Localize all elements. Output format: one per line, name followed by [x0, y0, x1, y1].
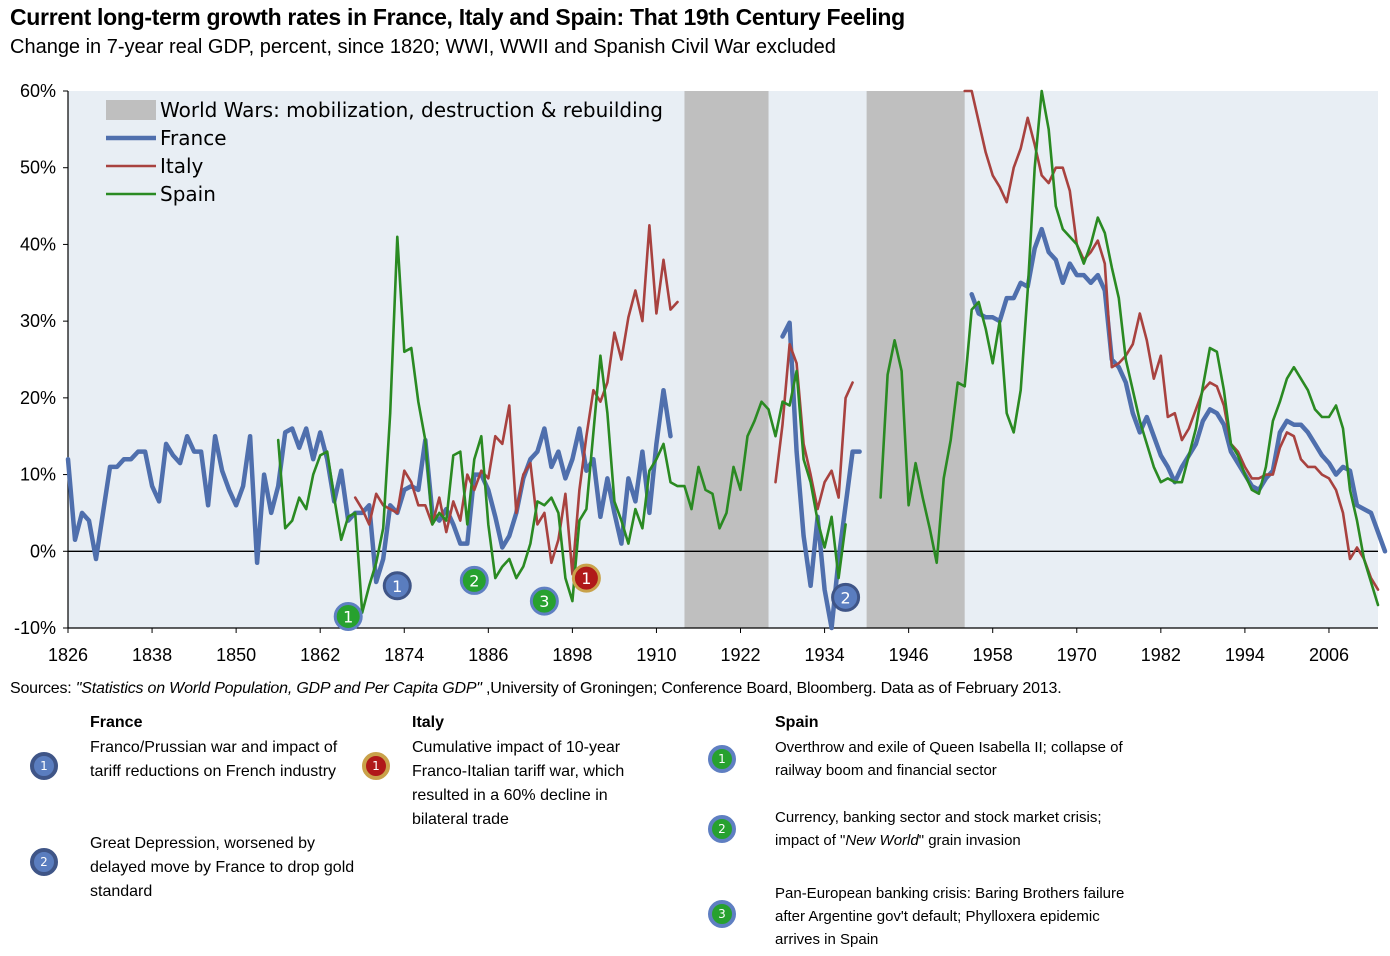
sources-rest: ,University of Groningen; Conference Boa… — [481, 680, 1062, 697]
x-tick-label: 1862 — [300, 645, 340, 665]
x-tick-label: 1838 — [132, 645, 172, 665]
y-tick-label: 50% — [20, 158, 56, 178]
spain-note-2-em: New World — [845, 832, 919, 849]
annotation-label-spain-3: 3 — [539, 592, 549, 611]
spain-note-2-pre: Currency, banking sector and stock marke… — [775, 809, 1102, 849]
legend-italy-label: Italy — [160, 154, 204, 178]
x-tick-label: 1934 — [805, 645, 845, 665]
spain-note-3-text: Pan-European banking crisis: Baring Brot… — [775, 885, 1125, 948]
y-tick-label: 10% — [20, 465, 56, 485]
legend: World Wars: mobilization, destruction & … — [106, 98, 663, 206]
y-tick-label: 20% — [20, 388, 56, 408]
series-line-spain — [276, 89, 1380, 614]
annotation-label-italy-1: 1 — [581, 569, 591, 588]
series-line-italy — [353, 89, 1380, 591]
annotation-label-france-2: 2 — [840, 588, 850, 607]
spain-note-2: 2 Currency, banking sector and stock mar… — [708, 806, 1148, 882]
france-note-2: 2 Great Depression, worsened by delayed … — [30, 832, 375, 904]
italy-notes: Italy 1 Cumulative impact of 10-year Fra… — [362, 714, 682, 832]
x-tick-label: 1850 — [216, 645, 256, 665]
shaded-region-1 — [684, 91, 769, 628]
x-tick-label: 1982 — [1141, 645, 1181, 665]
spain-badge-1: 1 — [708, 745, 736, 773]
annotation-badge-france-2 — [831, 582, 861, 612]
italy-badge-1: 1 — [362, 752, 390, 780]
spain-badge-2: 2 — [708, 815, 736, 843]
spain-note-1-text: Overthrow and exile of Queen Isabella II… — [775, 739, 1123, 779]
france-badge-1: 1 — [30, 752, 58, 780]
annotation-label-france-1: 1 — [392, 577, 402, 596]
legend-france-label: France — [160, 126, 227, 150]
x-tick-label: 1994 — [1225, 645, 1265, 665]
spain-heading: Spain — [775, 714, 819, 731]
shaded-regions — [684, 91, 965, 628]
italy-note-1: 1 Cumulative impact of 10-year Franco-It… — [362, 736, 682, 832]
annotation-badge-france-1 — [382, 571, 412, 601]
france-notes: France 1 Franco/Prussian war and impact … — [30, 714, 375, 904]
france-note-1-text: Franco/Prussian war and impact of tariff… — [90, 739, 338, 780]
spain-note-1: 1 Overthrow and exile of Queen Isabella … — [708, 736, 1148, 806]
series-lines — [65, 89, 1388, 631]
legend-spain-label: Spain — [160, 182, 216, 206]
france-heading: France — [90, 714, 143, 731]
axes: 60% 50% 40% 30% 20% 10% 0% -10% 1826 1838 1850 1862… — [14, 81, 1378, 665]
france-badge-2: 2 — [30, 848, 58, 876]
france-note-2-text: Great Depression, worsened by delayed mo… — [90, 835, 355, 900]
sources-title: "Statistics on World Population, GDP and… — [75, 680, 482, 697]
annotation-badge-spain-1 — [333, 601, 363, 631]
growth-chart: 60% 50% 40% 30% 20% 10% 0% -10% 1826 1838 1850 1862… — [14, 81, 1388, 665]
spain-note-3: 3 Pan-European banking crisis: Baring Br… — [708, 882, 1148, 951]
x-tick-label: 1826 — [48, 645, 88, 665]
legend-world-wars-swatch — [106, 100, 156, 120]
page-title: Current long-term growth rates in France… — [10, 4, 905, 30]
annotation-badge-spain-3 — [529, 586, 559, 616]
annotation-label-spain-2: 2 — [469, 571, 479, 590]
spain-badge-3: 3 — [708, 900, 736, 928]
annotation-label-spain-1: 1 — [343, 607, 353, 626]
x-tick-label: 1874 — [384, 645, 424, 665]
italy-note-1-text: Cumulative impact of 10-year Franco-Ital… — [412, 739, 625, 828]
x-tick-label: 1970 — [1057, 645, 1097, 665]
spain-notes: Spain 1 Overthrow and exile of Queen Isa… — [708, 714, 1148, 951]
x-tick-label: 2006 — [1309, 645, 1349, 665]
y-tick-label: 40% — [20, 234, 56, 254]
annotation-badge-spain-2 — [459, 565, 489, 595]
series-line-france — [65, 226, 1388, 631]
italy-heading: Italy — [412, 714, 445, 731]
y-tick-label: -10% — [14, 618, 56, 638]
y-tick-label: 0% — [30, 541, 56, 561]
page-subtitle: Change in 7-year real GDP, percent, sinc… — [10, 36, 836, 58]
x-tick-label: 1958 — [973, 645, 1013, 665]
legend-world-wars-label: World Wars: mobilization, destruction & … — [160, 98, 663, 122]
y-tick-label: 30% — [20, 311, 56, 331]
x-tick-label: 1898 — [552, 645, 592, 665]
france-note-1: 1 Franco/Prussian war and impact of tari… — [30, 736, 375, 832]
x-tick-label: 1886 — [468, 645, 508, 665]
x-tick-label: 1910 — [636, 645, 676, 665]
annotation-badge-italy-1 — [571, 563, 601, 593]
x-tick-label: 1946 — [889, 645, 929, 665]
sources-line: Sources: "Statistics on World Population… — [10, 680, 1062, 698]
annotation-badges: 1 1 2 3 1 2 — [333, 563, 861, 631]
x-tick-label: 1922 — [720, 645, 760, 665]
y-tick-label: 60% — [20, 81, 56, 101]
shaded-region-2 — [866, 91, 965, 628]
sources-prefix: Sources: — [10, 680, 76, 697]
spain-note-2-text: Currency, banking sector and stock marke… — [775, 806, 1135, 852]
spain-note-2-post: " grain invasion — [918, 832, 1021, 849]
